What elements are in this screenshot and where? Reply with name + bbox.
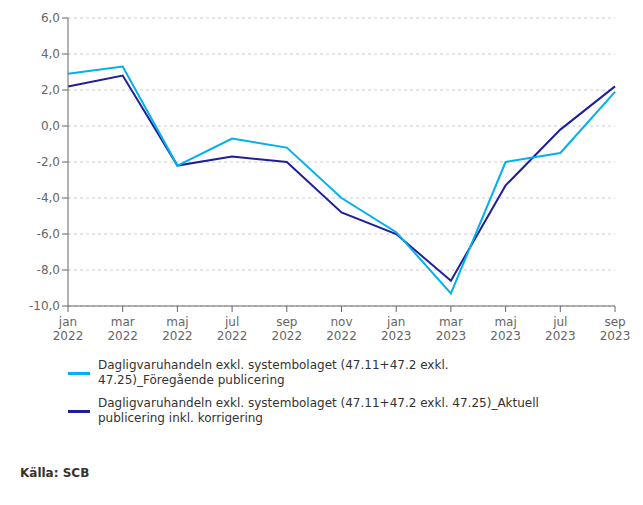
svg-text:jul2023: jul2023 — [545, 315, 576, 343]
svg-text:jan2022: jan2022 — [53, 315, 84, 343]
svg-text:6,0: 6,0 — [41, 11, 60, 25]
svg-text:sep2022: sep2022 — [272, 315, 303, 343]
svg-text:-4,0: -4,0 — [37, 191, 60, 205]
svg-text:-6,0: -6,0 — [37, 227, 60, 241]
html-text:Källa: SCB: Källa: SCB — [20, 466, 90, 480]
svg-text:mar2022: mar2022 — [107, 315, 138, 343]
svg-text:-2,0: -2,0 — [37, 155, 60, 169]
svg-text:-8,0: -8,0 — [37, 263, 60, 277]
svg-text:maj2023: maj2023 — [490, 315, 521, 343]
svg-text:mar2023: mar2023 — [436, 315, 467, 343]
html-text:47.25)_Föregående publicering: 47.25)_Föregående publicering — [98, 373, 285, 387]
svg-text:nov2022: nov2022 — [326, 315, 357, 343]
svg-text:jan2023: jan2023 — [381, 315, 412, 343]
svg-text:2,0: 2,0 — [41, 83, 60, 97]
svg-text:maj2022: maj2022 — [162, 315, 193, 343]
html-text:Dagligvaruhandeln exkl. system: Dagligvaruhandeln exkl. systembolaget (4… — [98, 358, 449, 372]
svg-text:0,0: 0,0 — [41, 119, 60, 133]
svg-text:sep2023: sep2023 — [600, 315, 631, 343]
svg-text:jul2022: jul2022 — [217, 315, 248, 343]
html-text:publicering inkl. korrigering: publicering inkl. korrigering — [98, 411, 263, 425]
svg-text:4,0: 4,0 — [41, 47, 60, 61]
svg-text:-10,0: -10,0 — [29, 299, 60, 313]
html-text:Dagligvaruhandeln exkl. system: Dagligvaruhandeln exkl. systembolaget (4… — [98, 396, 539, 410]
